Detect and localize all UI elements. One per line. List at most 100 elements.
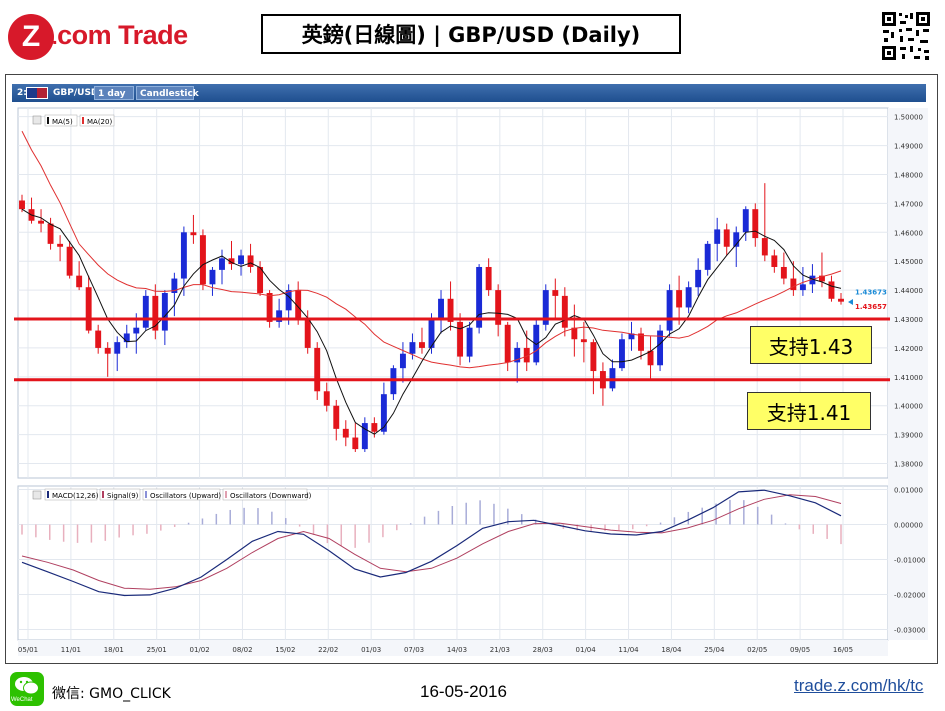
candle-body bbox=[628, 333, 635, 340]
candle-body bbox=[219, 258, 225, 270]
candle-body bbox=[57, 243, 64, 247]
price-tick-label: 1.46000 bbox=[894, 229, 923, 237]
candle-body bbox=[152, 295, 159, 331]
candle-body bbox=[657, 330, 664, 366]
x-tick-label: 15/02 bbox=[275, 646, 295, 654]
candle-body bbox=[19, 200, 25, 210]
toolbar-chart-type[interactable]: Candlestick bbox=[136, 86, 199, 100]
osc-tick-label: -0.02000 bbox=[894, 592, 925, 600]
candle-body bbox=[47, 223, 54, 244]
legend-osc-up-swatch bbox=[145, 491, 147, 498]
candle-body bbox=[838, 298, 844, 302]
candle-body bbox=[685, 287, 692, 308]
report-date: 16-05-2016 bbox=[420, 682, 507, 701]
candle-body bbox=[533, 324, 540, 363]
x-tick-label: 09/05 bbox=[790, 646, 810, 654]
site-link[interactable]: trade.z.com/hk/tc bbox=[794, 676, 924, 695]
last-price-label: 1.43673 bbox=[855, 289, 887, 297]
x-tick-label: 18/04 bbox=[661, 646, 682, 654]
candle-body bbox=[695, 269, 702, 288]
candle-body bbox=[742, 209, 749, 233]
x-tick-label: 05/01 bbox=[18, 646, 38, 654]
candle-body bbox=[790, 278, 797, 291]
qr-code-icon bbox=[880, 10, 932, 62]
candle-body bbox=[399, 353, 406, 369]
x-tick-label: 25/04 bbox=[704, 646, 725, 654]
logo-wordmark: .com Trade bbox=[52, 20, 188, 50]
candle-body bbox=[647, 350, 654, 366]
candle-body bbox=[676, 290, 683, 308]
candle-body bbox=[295, 290, 302, 320]
candle-body bbox=[247, 255, 254, 267]
candle-body bbox=[580, 339, 587, 343]
candle-body bbox=[104, 347, 111, 354]
legend-ma5: MA(5) bbox=[52, 118, 73, 126]
candle-body bbox=[180, 232, 187, 279]
legend-osc-up: Oscillators (Upward) bbox=[150, 492, 221, 500]
legend-osc-up-box bbox=[142, 488, 221, 501]
wechat-icon[interactable] bbox=[10, 672, 44, 706]
chart-toolbar: 2: GBP/USD 1 day Candlestick bbox=[12, 84, 926, 102]
x-tick-label: 21/03 bbox=[490, 646, 510, 654]
macd-line bbox=[21, 489, 842, 597]
support-label-141: 支持1.41 bbox=[747, 392, 871, 430]
candle-body bbox=[314, 347, 321, 392]
candle-body bbox=[457, 321, 464, 357]
legend-ma5-swatch bbox=[47, 117, 49, 124]
ma20-line bbox=[21, 130, 842, 369]
x-tick-label: 11/04 bbox=[618, 646, 639, 654]
signal-line bbox=[21, 494, 842, 590]
candle-body bbox=[85, 287, 92, 331]
candle-body bbox=[619, 339, 625, 369]
price-tick-label: 1.38000 bbox=[894, 461, 923, 469]
legend-macd: MACD(12,26) bbox=[52, 492, 99, 500]
osc-tick-label: 0.00000 bbox=[894, 522, 923, 530]
candle-body bbox=[714, 229, 721, 244]
price-tick-label: 1.48000 bbox=[894, 171, 923, 179]
toolbar-symbol[interactable]: GBP/USD bbox=[53, 88, 99, 98]
candle-body bbox=[752, 209, 759, 239]
candle-body bbox=[228, 258, 235, 265]
legend-signal-swatch bbox=[102, 491, 104, 498]
legend-collapse-bottom[interactable] bbox=[32, 490, 42, 500]
candle-body bbox=[542, 290, 549, 325]
candle-body bbox=[476, 266, 483, 328]
x-tick-label: 28/03 bbox=[533, 646, 553, 654]
legend-osc-down-swatch bbox=[225, 491, 227, 498]
candle-body bbox=[666, 290, 673, 331]
candle-body bbox=[276, 310, 283, 322]
candle-body bbox=[704, 243, 711, 270]
x-tick-label: 01/04 bbox=[576, 646, 597, 654]
candle-body bbox=[238, 255, 244, 265]
legend-signal: Signal(9) bbox=[107, 492, 139, 500]
x-tick-label: 18/01 bbox=[104, 646, 124, 654]
legend-ma20-swatch bbox=[82, 117, 84, 124]
uk-us-flag-icon bbox=[26, 87, 48, 99]
candle-body bbox=[466, 327, 473, 357]
toolbar-interval[interactable]: 1 day bbox=[94, 86, 134, 100]
candle-body bbox=[438, 298, 444, 320]
x-tick-label: 01/02 bbox=[189, 646, 209, 654]
last-price-label: 1.43657 bbox=[855, 303, 887, 311]
osc-tick-label: -0.01000 bbox=[894, 557, 925, 565]
candle-body bbox=[733, 232, 740, 247]
candle-body bbox=[447, 298, 454, 322]
legend-collapse-top[interactable] bbox=[32, 115, 42, 125]
candle-body bbox=[523, 347, 530, 363]
candle-body bbox=[285, 290, 292, 311]
osc-tick-label: -0.03000 bbox=[894, 627, 925, 635]
price-tick-label: 1.47000 bbox=[894, 200, 923, 208]
candle-body bbox=[771, 255, 778, 267]
candle-body bbox=[333, 405, 340, 429]
candle-body bbox=[485, 266, 492, 291]
candle-body bbox=[380, 394, 387, 432]
last-price-marker bbox=[848, 299, 853, 305]
x-tick-label: 25/01 bbox=[147, 646, 167, 654]
legend-signal-box bbox=[99, 488, 141, 501]
candle-body bbox=[95, 330, 102, 348]
candle-body bbox=[590, 342, 597, 372]
x-axis-strip bbox=[18, 640, 888, 656]
legend-ma5-box bbox=[44, 114, 78, 127]
candle-body bbox=[266, 293, 273, 322]
